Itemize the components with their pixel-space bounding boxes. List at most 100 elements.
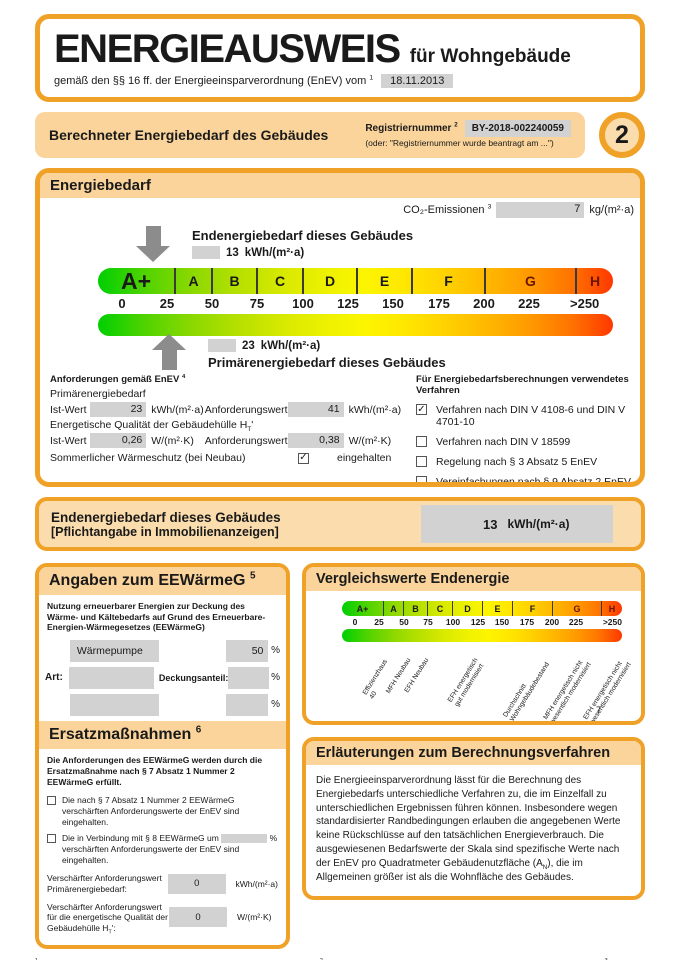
ersatz-option-1-label: Die nach § 7 Absatz 1 Nummer 2 EEWärmeG …	[62, 795, 240, 828]
scale-tick: >250	[570, 296, 600, 311]
anforderungswert-label: Anforderungswert	[204, 434, 288, 447]
scale-tick: 50	[399, 617, 409, 627]
deckungsanteil-label: Deckungsanteil:	[158, 672, 229, 683]
verfahren-checkbox-din18599[interactable]	[416, 436, 427, 447]
verfahren-checkbox-din4108[interactable]: ✓	[416, 404, 427, 415]
primaer-ist-field[interactable]: 23	[90, 402, 147, 417]
comparison-scale-gradient-bar	[342, 629, 622, 642]
art-label: Art:	[45, 672, 63, 684]
registry-number-field[interactable]: BY-2018-002240059	[464, 120, 571, 138]
banner-title: Endenergiebedarf dieses Gebäudes	[51, 509, 281, 525]
erlaeuterungen-box: Erläuterungen zum Berechnungsverfahren D…	[302, 737, 645, 901]
eewaermeg-box: Angaben zum EEWärmeG 5 Nutzung erneuerba…	[35, 563, 290, 950]
endenergie-value-field[interactable]	[192, 246, 220, 259]
banner-value: 13	[483, 516, 498, 532]
verschaerfter-wert-1-unit: kWh/(m²·a)	[235, 878, 279, 889]
anforderungen-heading: Anforderungen gemäß EnEV 4	[50, 373, 186, 385]
scale-tick: 75	[423, 617, 433, 627]
energiebedarf-box: Energiebedarf CO₂-Emissionen 3 7 kg/(m²·…	[35, 168, 645, 487]
sommer-checkbox[interactable]: ✓	[298, 452, 309, 464]
scale-tick: 100	[445, 617, 461, 627]
energie-art-field-2[interactable]	[68, 666, 154, 689]
scale-tick: 100	[292, 296, 314, 311]
primaer-anforderung-field[interactable]: 41	[287, 402, 344, 417]
registry-alt-text: (oder: "Registriernummer wurde beantragt…	[365, 138, 554, 149]
scale-tick: 200	[544, 617, 560, 627]
vergleichswerte-box: Vergleichswerte Endenergie A+ A B C D E …	[302, 563, 645, 725]
scale-class-a-plus: A+	[342, 601, 384, 616]
document-subtitle: gemäß den §§ 16 ff. der Energieeinsparve…	[54, 74, 374, 87]
ersatz-checkbox-2[interactable]	[47, 834, 56, 844]
document-title: ENERGIEAUSWEIS	[54, 27, 401, 71]
arrow-up-icon	[152, 334, 186, 370]
anforderungswert-label: Anforderungswert	[204, 403, 288, 416]
energie-art-field-1[interactable]: Wärmepumpe	[69, 639, 159, 662]
checkmark-icon: ✓	[299, 452, 308, 463]
scale-tick: 225	[518, 296, 540, 311]
endenergie-value: 13	[226, 246, 239, 259]
registry-block: Registriernummer 2 BY-2018-002240059 (od…	[365, 120, 571, 150]
verfahren-checkbox-vereinfachungen[interactable]	[416, 476, 427, 482]
ersatzmassnahmen-intro: Die Anforderungen des EEWärmeG werden du…	[47, 754, 263, 787]
deckungsanteil-field-3[interactable]	[226, 693, 269, 716]
ist-wert-label: Ist-Wert	[50, 403, 87, 416]
co2-emissions-row: CO₂-Emissionen 3 7 kg/(m²·a)	[403, 202, 634, 218]
enev-date-field[interactable]: 18.11.2013	[381, 74, 454, 88]
scale-tick: 125	[470, 617, 486, 627]
scale-class-c: C	[258, 268, 304, 294]
scale-class-e: E	[483, 601, 513, 616]
verfahren-checkbox-regelung[interactable]	[416, 456, 427, 467]
comparison-footnote: 7	[595, 705, 601, 715]
title-box: ENERGIEAUSWEIS für Wohngebäude gemäß den…	[35, 14, 645, 102]
primaerenergie-value: 23	[242, 339, 255, 352]
scale-class-c: C	[428, 601, 453, 616]
banner-unit: kWh/(m²·a)	[507, 517, 570, 531]
sommer-status: eingehalten	[337, 452, 392, 464]
comparison-scale-classes: A+ A B C D E F G H	[342, 601, 622, 616]
banner-value-field[interactable]: 13 kWh/(m²·a)	[421, 505, 613, 543]
energy-scale: A+ A B C D E F G H 0 25 50 75 100 125	[98, 268, 613, 336]
ist-wert-label: Ist-Wert	[50, 434, 87, 447]
arrow-down-icon	[136, 226, 170, 262]
verschaerfter-wert-1-field[interactable]: 0	[167, 873, 226, 894]
primaerenergie-block: 23 kWh/(m²·a) Primärenergiebedarf dieses…	[208, 336, 446, 370]
ersatzmassnahmen-section-title: Ersatzmaßnahmen 6	[39, 720, 286, 749]
scale-class-g: G	[553, 601, 602, 616]
huelle-ist-unit: W/(m²·K)	[151, 434, 194, 447]
scale-class-b: B	[213, 268, 258, 294]
banner-subtitle: [Pflichtangabe in Immobilienanzeigen]	[51, 524, 279, 539]
verfahren-block: Für Energiebedarfsberechnungen verwendet…	[416, 374, 634, 482]
percent-unit: %	[271, 645, 280, 657]
endenergie-block: Endenergiebedarf dieses Gebäudes 13 kWh/…	[192, 228, 413, 262]
primaerenergie-value-field[interactable]	[208, 339, 236, 352]
gebaeudehuelle-label: Energetische Qualität der Gebäudehülle H…	[50, 419, 254, 434]
ersatz-percent-field[interactable]	[221, 834, 268, 844]
footnotes: 1 siehe Fußnote 1 auf Seite 1 des Energi…	[35, 958, 645, 960]
ersatz-checkbox-1[interactable]	[47, 796, 56, 806]
scale-class-a-plus: A+	[98, 268, 176, 294]
scale-tick: 50	[204, 296, 220, 311]
scale-class-f: F	[413, 268, 486, 294]
eewaermeg-section-title: Angaben zum EEWärmeG 5	[39, 567, 286, 595]
huelle-ist-field[interactable]: 0,26	[90, 433, 147, 448]
footnote-1: 1 siehe Fußnote 1 auf Seite 1 des Energi…	[35, 958, 232, 960]
scale-tick: 150	[494, 617, 510, 627]
deckungsanteil-field-1[interactable]: 50	[226, 639, 269, 662]
co2-value-field[interactable]: 7	[496, 202, 585, 218]
scale-class-a: A	[384, 601, 404, 616]
primaerenergie-label: Primärenergiebedarf dieses Gebäudes	[208, 355, 446, 370]
scale-tick: 25	[374, 617, 384, 627]
deckungsanteil-field-2[interactable]	[228, 666, 269, 689]
verfahren-option-label: Verfahren nach DIN V 18599	[436, 436, 571, 448]
scale-class-b: B	[404, 601, 428, 616]
verschaerfter-wert-2-field[interactable]: 0	[169, 907, 227, 928]
energie-art-field-3[interactable]	[69, 693, 159, 716]
page-number: 2	[615, 120, 629, 149]
energiebedarf-section-title: Energiebedarf	[40, 173, 640, 198]
sommer-waermeschutz-label: Sommerlicher Wärmeschutz (bei Neubau)	[50, 452, 246, 464]
huelle-anforderung-field[interactable]: 0,38	[287, 433, 344, 448]
primaerenergiebedarf-label: Primärenergiebedarf	[50, 388, 146, 400]
verfahren-option-label: Verfahren nach DIN V 4108-6 und DIN V 47…	[436, 404, 626, 428]
co2-label: CO₂-Emissionen 3	[403, 203, 492, 216]
scale-tick: 150	[382, 296, 404, 311]
